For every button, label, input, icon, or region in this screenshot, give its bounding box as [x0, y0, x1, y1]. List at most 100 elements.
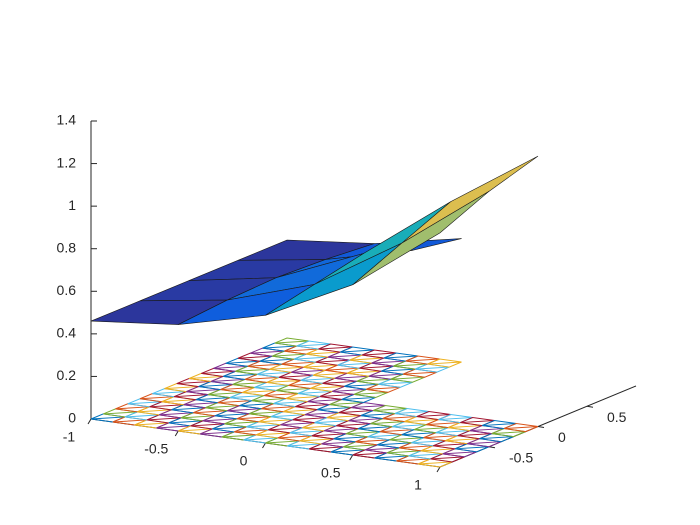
floor-triangle [360, 410, 396, 420]
floor-triangle [236, 413, 272, 423]
floor-triangle [227, 405, 262, 415]
z-tick-label: 1 [68, 197, 76, 213]
floor-triangle [396, 455, 431, 465]
floor-triangle [359, 362, 394, 372]
floor-triangle [293, 353, 329, 363]
y-tick-label: 0.5 [607, 409, 627, 425]
floor-triangle [217, 397, 252, 407]
floor-triangle [310, 382, 345, 392]
floor-triangle [288, 379, 323, 389]
floor-triangle [379, 426, 415, 436]
floor-triangle [426, 419, 461, 429]
z-tick-label: 1.2 [57, 154, 77, 170]
floor-triangle [258, 416, 293, 426]
floor-triangle [331, 385, 367, 395]
floor-triangle [270, 411, 306, 421]
floor-triangle [282, 406, 318, 416]
floor-triangle [198, 380, 233, 391]
z-tick-label: 0 [68, 410, 76, 426]
y-tick-label: 0 [558, 429, 566, 445]
floor-triangle [380, 365, 416, 375]
floor-triangle [435, 427, 471, 437]
floor-triangle [202, 415, 238, 425]
floor-triangle [334, 372, 370, 382]
x-tick [87, 418, 92, 425]
x-tick [174, 430, 179, 437]
floor-triangle [273, 398, 308, 408]
floor-triangle [382, 413, 417, 423]
floor-triangle [352, 449, 388, 459]
floor-triangle [158, 409, 194, 419]
floor-triangle [244, 373, 280, 383]
floor-triangle [190, 420, 225, 430]
floor-triangle [413, 424, 449, 434]
floor-triangle [276, 384, 311, 395]
floor-triangle [348, 415, 383, 425]
floor-triangle [414, 363, 450, 373]
floor-triangle [344, 380, 379, 390]
floor-triangle [491, 428, 526, 438]
floor-triangle [322, 377, 357, 387]
floor-triangle [454, 443, 490, 453]
floor-triangle [390, 373, 425, 383]
floor-triangle [180, 412, 216, 422]
floor-triangle [349, 354, 385, 364]
floor-triangle [423, 432, 458, 442]
y-tick-label: -0.5 [509, 449, 533, 465]
floor-triangle [325, 364, 360, 374]
floor-triangle [277, 432, 313, 442]
floor-triangle [374, 452, 409, 462]
floor-triangle [173, 391, 209, 401]
floor-triangle [442, 448, 477, 458]
x-tick-label: -1 [63, 429, 76, 445]
floor-triangle [341, 393, 376, 404]
floor-triangle [250, 347, 285, 357]
floor-triangle [330, 446, 366, 456]
floor-triangle [329, 398, 364, 409]
floor-triangle [146, 414, 182, 424]
floor-triangle [326, 412, 362, 422]
z-tick-label: 0.4 [57, 325, 77, 341]
floor-triangle [269, 363, 304, 373]
floor-triangle [237, 352, 273, 362]
floor-triangle [186, 386, 221, 396]
surface [90, 155, 539, 325]
floor-triangle [235, 365, 270, 375]
floor-triangle [285, 392, 321, 403]
floor-triangle [438, 413, 473, 424]
floor-triangle [371, 357, 406, 367]
floor-triangle [214, 410, 250, 420]
floor-triangle [323, 425, 359, 435]
floor-triangle [479, 433, 514, 443]
floor-triangle [336, 420, 371, 430]
floor-triangle [168, 417, 203, 427]
floor-triangle [297, 387, 333, 398]
floor-triangle [296, 340, 331, 350]
floor-triangle [411, 437, 446, 447]
floor-triangle [346, 367, 382, 377]
floor-triangle [188, 372, 224, 383]
floor-triangle [171, 404, 206, 414]
floor-triangle [302, 422, 337, 432]
floor-triangle [469, 425, 505, 435]
floor-triangle [404, 416, 439, 426]
floor-triangle [183, 399, 218, 409]
floor-triangle [152, 388, 187, 398]
floor-triangle [342, 441, 378, 451]
floor-triangle [394, 407, 430, 418]
floor-triangle [299, 435, 334, 445]
floor-triangle [222, 370, 258, 380]
floor-triangle [365, 383, 401, 393]
floor-triangle [229, 392, 265, 402]
x-tick-label: 0.5 [321, 465, 341, 481]
surface-cell [401, 155, 539, 244]
floor-triangle [289, 427, 325, 437]
x-tick-label: 1 [414, 477, 422, 493]
floor-triangle [115, 403, 150, 413]
floor-triangle [248, 408, 284, 418]
y-tick [537, 426, 545, 428]
floor-triangle [271, 350, 307, 360]
floor-triangle [417, 458, 453, 468]
floor-triangle [255, 429, 291, 439]
floor-triangle [246, 421, 281, 431]
